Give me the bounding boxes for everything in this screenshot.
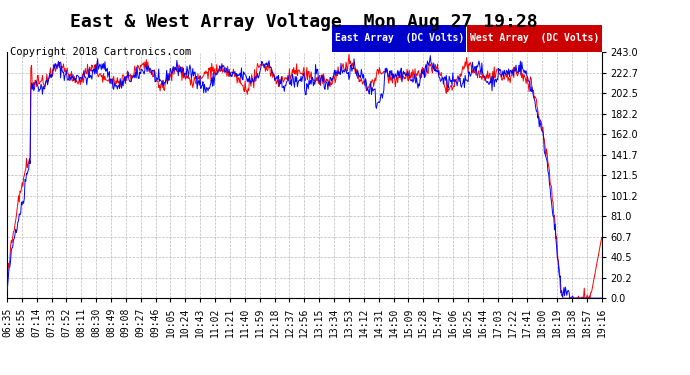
Text: West Array  (DC Volts): West Array (DC Volts) [470, 33, 599, 43]
Text: East Array  (DC Volts): East Array (DC Volts) [335, 33, 464, 43]
Text: Copyright 2018 Cartronics.com: Copyright 2018 Cartronics.com [10, 47, 192, 57]
Text: East & West Array Voltage  Mon Aug 27 19:28: East & West Array Voltage Mon Aug 27 19:… [70, 13, 538, 31]
